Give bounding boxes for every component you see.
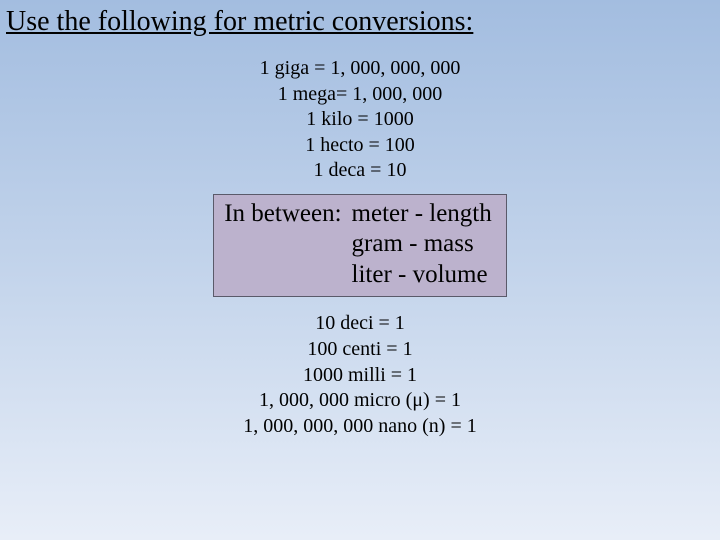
lower-line-4: 1, 000, 000 micro (μ) = 1 <box>0 388 720 414</box>
middle-unit-1: meter - length <box>352 199 492 230</box>
middle-label: In between: <box>224 199 341 291</box>
upper-line-4: 1 hecto = 100 <box>0 133 720 159</box>
page-title: Use the following for metric conversions… <box>0 0 720 38</box>
middle-units: meter - length gram - mass liter - volum… <box>352 199 492 291</box>
lower-line-2: 100 centi = 1 <box>0 337 720 363</box>
lower-line-1: 10 deci = 1 <box>0 311 720 337</box>
upper-line-1: 1 giga = 1, 000, 000, 000 <box>0 56 720 82</box>
middle-unit-2: gram - mass <box>352 229 492 260</box>
lower-line-5: 1, 000, 000, 000 nano (n) = 1 <box>0 414 720 440</box>
upper-prefixes: 1 giga = 1, 000, 000, 000 1 mega= 1, 000… <box>0 56 720 184</box>
lower-prefixes: 10 deci = 1 100 centi = 1 1000 milli = 1… <box>0 311 720 439</box>
middle-box-wrap: In between: meter - length gram - mass l… <box>0 194 720 298</box>
upper-line-5: 1 deca = 10 <box>0 158 720 184</box>
lower-line-3: 1000 milli = 1 <box>0 363 720 389</box>
middle-box: In between: meter - length gram - mass l… <box>213 194 507 298</box>
upper-line-3: 1 kilo = 1000 <box>0 107 720 133</box>
upper-line-2: 1 mega= 1, 000, 000 <box>0 82 720 108</box>
middle-unit-3: liter - volume <box>352 260 492 291</box>
